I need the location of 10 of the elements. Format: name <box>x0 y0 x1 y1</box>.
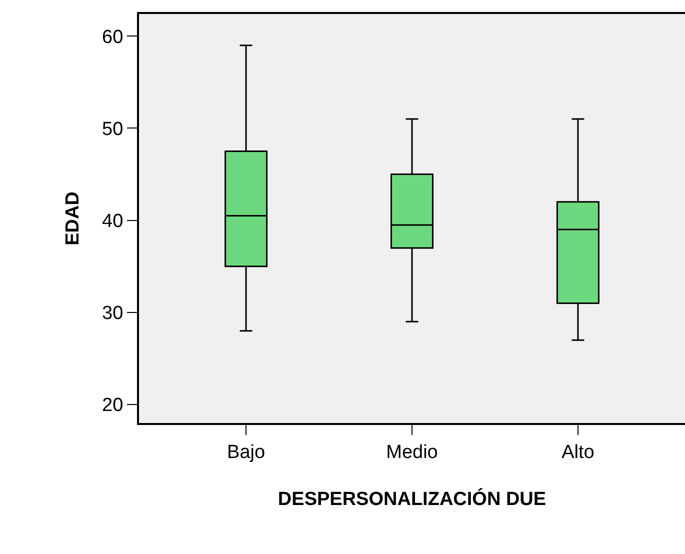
x-tick-label: Alto <box>562 442 594 463</box>
x-tick-label: Medio <box>386 442 438 463</box>
y-tick-label: 50 <box>102 118 124 140</box>
x-axis-title: DESPERSONALIZACIÓN DUE <box>278 488 546 510</box>
y-axis-title: EDAD <box>62 192 84 246</box>
x-tick-label: Bajo <box>227 442 266 463</box>
y-tick-label: 60 <box>102 26 124 48</box>
y-tick-label: 20 <box>102 395 124 416</box>
y-tick-label: 40 <box>102 210 124 232</box>
y-tick-label: 30 <box>102 303 124 324</box>
